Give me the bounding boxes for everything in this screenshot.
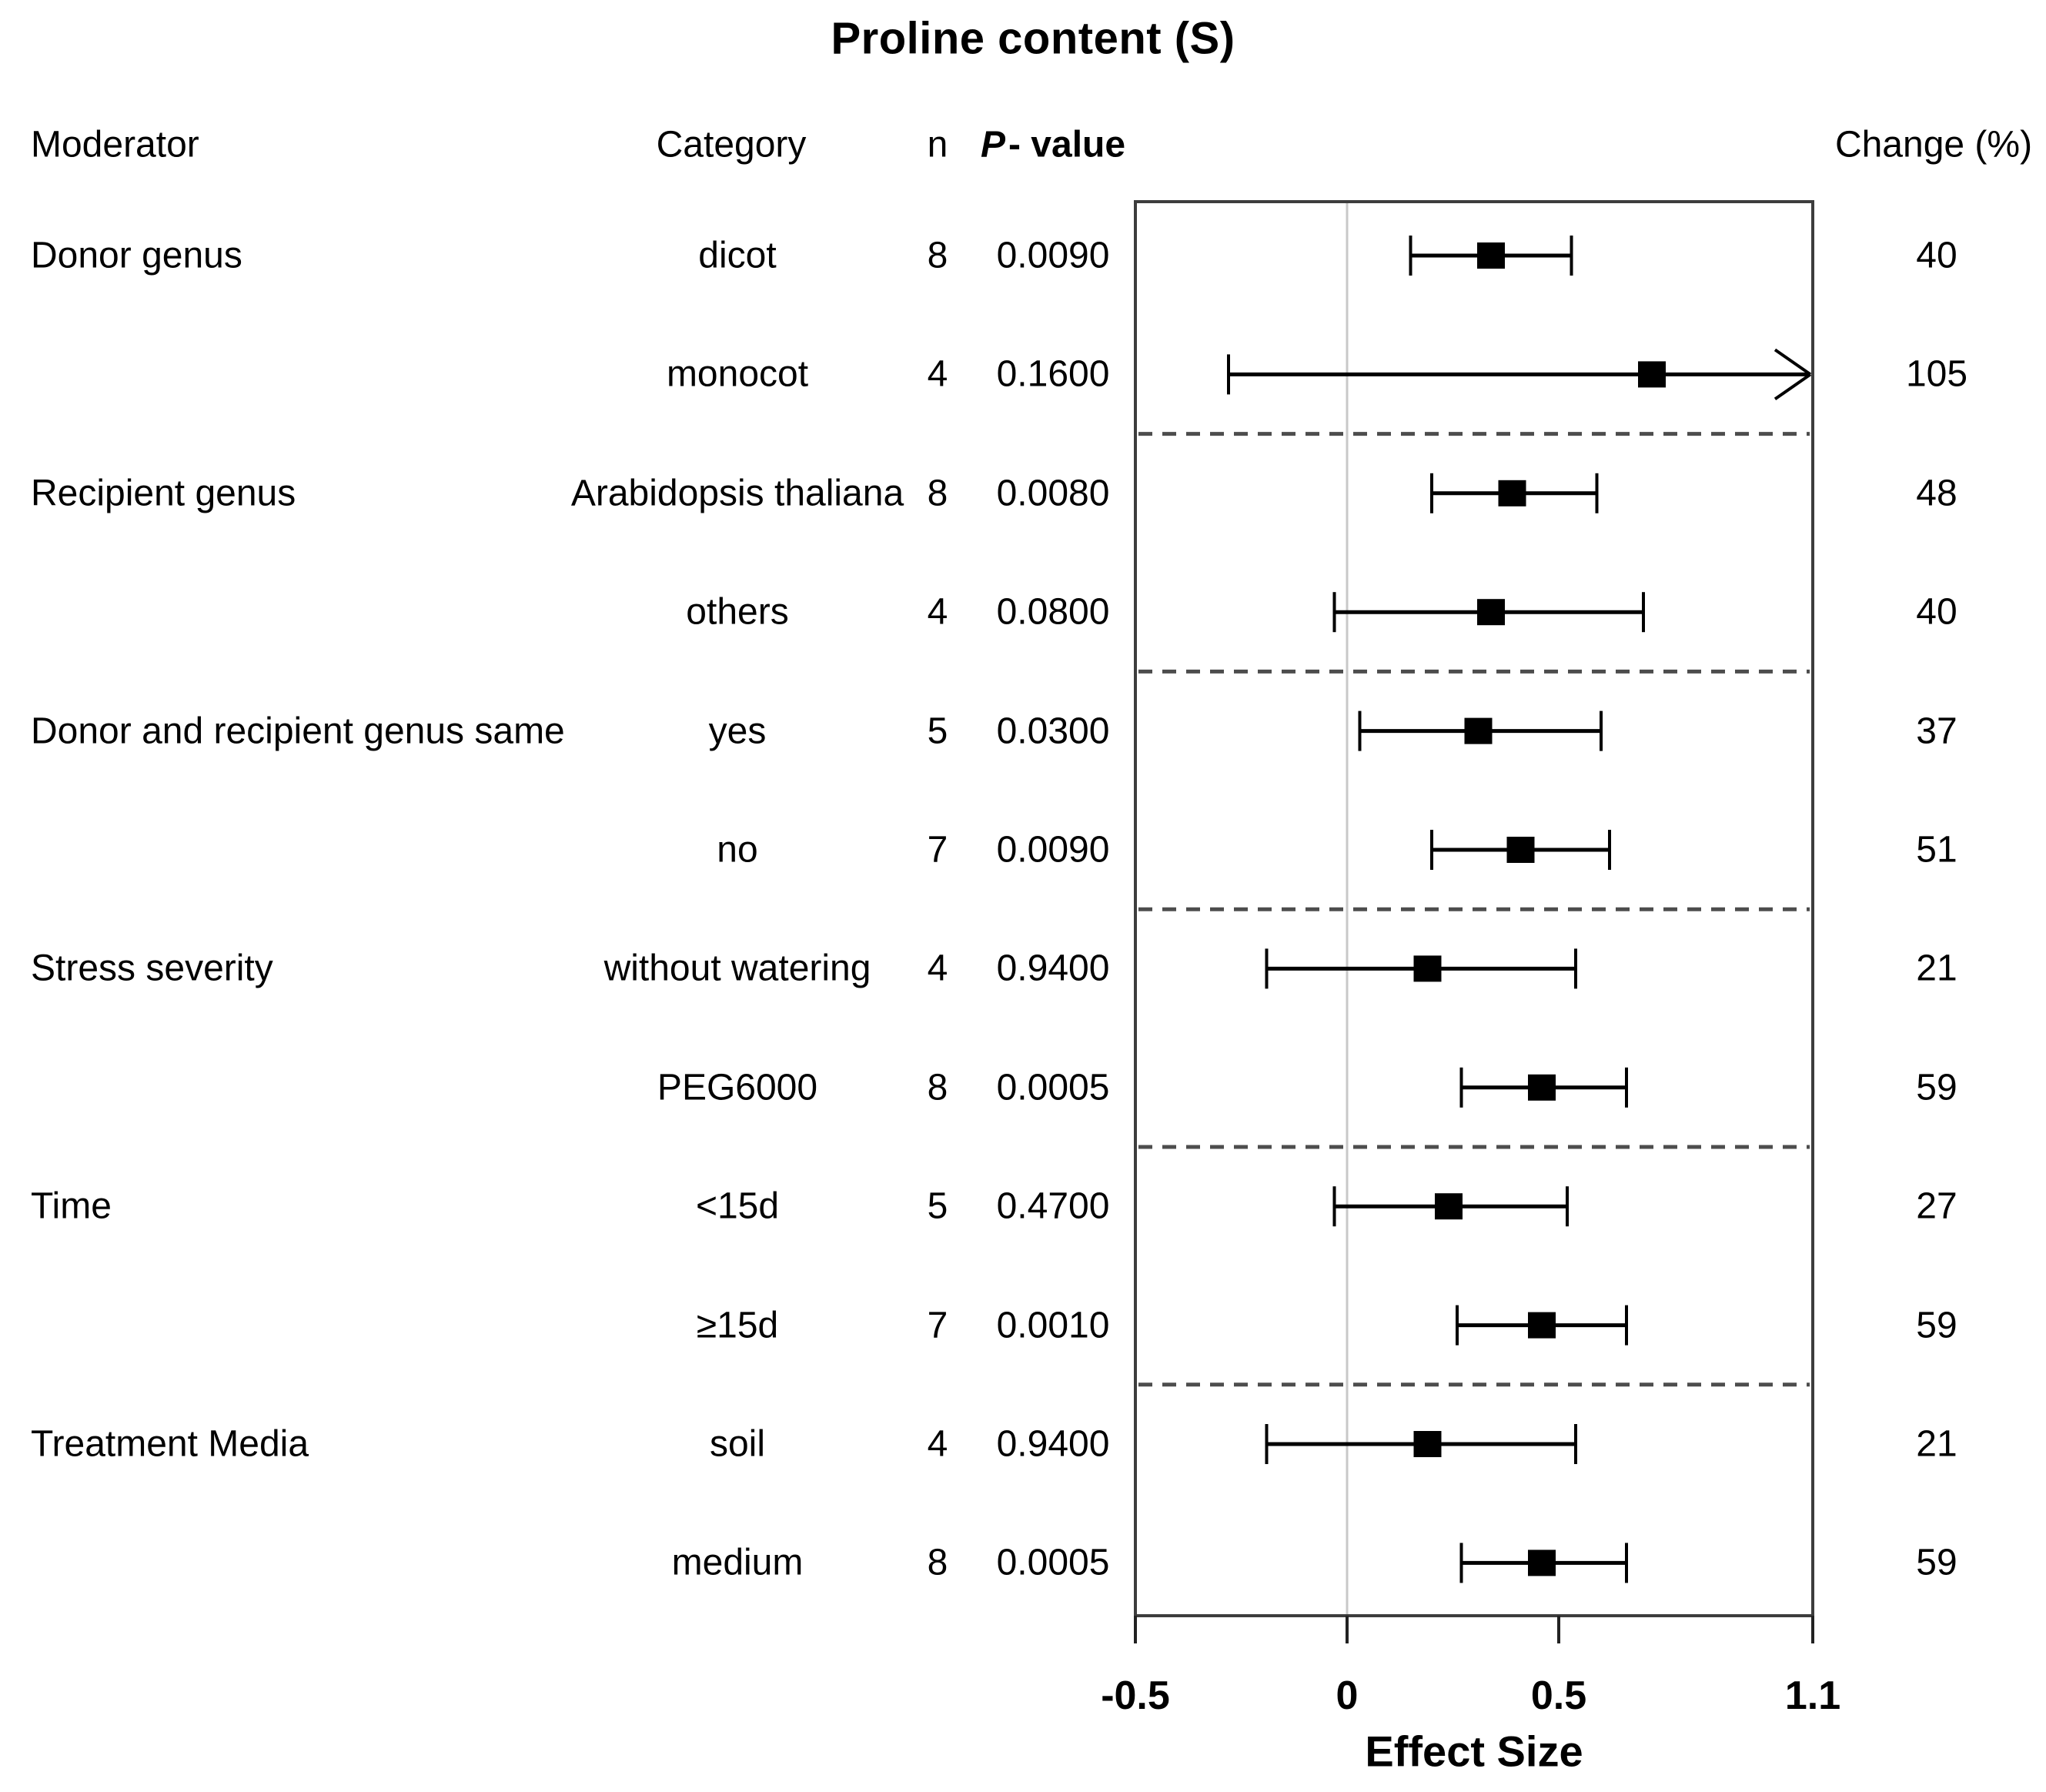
category-label: yes bbox=[708, 710, 767, 752]
change-value: 27 bbox=[1916, 1185, 1957, 1227]
x-tick-label: 0 bbox=[1336, 1673, 1359, 1718]
p-value: 0.9400 bbox=[996, 948, 1110, 989]
x-tick-label: 1.1 bbox=[1784, 1673, 1841, 1718]
change-value: 40 bbox=[1916, 235, 1957, 276]
category-label: <15d bbox=[695, 1185, 780, 1227]
change-value: 37 bbox=[1916, 710, 1957, 752]
column-header-category: Category bbox=[656, 124, 807, 165]
effect-size-marker bbox=[1528, 1312, 1556, 1339]
column-header-change: Change (%) bbox=[1834, 124, 2033, 165]
effect-size-marker bbox=[1477, 599, 1505, 626]
n-value: 7 bbox=[927, 1305, 948, 1346]
n-value: 4 bbox=[927, 353, 948, 395]
effect-size-marker bbox=[1464, 717, 1493, 744]
n-value: 8 bbox=[927, 473, 948, 514]
category-label: without watering bbox=[603, 948, 871, 989]
effect-size-marker bbox=[1528, 1550, 1556, 1576]
category-label: ≥15d bbox=[696, 1305, 779, 1346]
moderator-label: Time bbox=[31, 1185, 112, 1227]
change-value: 21 bbox=[1916, 948, 1957, 989]
p-value: 0.0300 bbox=[996, 710, 1110, 752]
effect-size-marker bbox=[1413, 955, 1442, 982]
p-value: 0.0800 bbox=[996, 591, 1110, 633]
n-value: 4 bbox=[927, 948, 948, 989]
category-label: Arabidopsis thaliana bbox=[570, 473, 904, 514]
change-value: 40 bbox=[1916, 591, 1957, 633]
effect-size-marker bbox=[1477, 242, 1505, 269]
n-value: 8 bbox=[927, 1067, 948, 1108]
p-header-rest-part: - value bbox=[1008, 124, 1126, 165]
n-value: 5 bbox=[927, 710, 948, 752]
change-value: 105 bbox=[1905, 353, 1968, 395]
ci-arrow-right-upper bbox=[1774, 348, 1812, 376]
x-axis-label: Effect Size bbox=[1365, 1727, 1583, 1776]
change-value: 48 bbox=[1916, 473, 1957, 514]
n-value: 8 bbox=[927, 235, 948, 276]
effect-size-marker bbox=[1498, 480, 1526, 507]
category-label: no bbox=[717, 829, 758, 871]
ci-arrow-right-lower bbox=[1774, 373, 1812, 401]
n-value: 4 bbox=[927, 591, 948, 633]
moderator-label: Donor genus bbox=[31, 235, 242, 276]
moderator-label: Stress severity bbox=[31, 948, 273, 989]
category-label: dicot bbox=[698, 235, 777, 276]
p-value: 0.0005 bbox=[996, 1067, 1110, 1108]
effect-size-marker bbox=[1638, 361, 1666, 388]
category-label: soil bbox=[709, 1423, 766, 1465]
n-value: 8 bbox=[927, 1542, 948, 1583]
p-header-italic-part: P bbox=[980, 124, 1005, 165]
change-value: 59 bbox=[1916, 1067, 1957, 1108]
moderator-label: Recipient genus bbox=[31, 473, 296, 514]
effect-size-marker bbox=[1528, 1074, 1556, 1101]
category-label: PEG6000 bbox=[657, 1067, 818, 1108]
x-tick-label: -0.5 bbox=[1101, 1673, 1170, 1718]
change-value: 59 bbox=[1916, 1305, 1957, 1346]
p-value: 0.0080 bbox=[996, 473, 1110, 514]
effect-size-marker bbox=[1506, 837, 1535, 863]
effect-size-marker bbox=[1435, 1193, 1463, 1220]
p-value: 0.0090 bbox=[996, 235, 1110, 276]
n-value: 5 bbox=[927, 1185, 948, 1227]
plot-box-border bbox=[1134, 200, 1814, 1617]
change-value: 59 bbox=[1916, 1542, 1957, 1583]
p-value: 0.4700 bbox=[996, 1185, 1110, 1227]
moderator-label: Treatment Media bbox=[31, 1423, 309, 1465]
p-value: 0.0010 bbox=[996, 1305, 1110, 1346]
moderator-label: Donor and recipient genus same bbox=[31, 710, 565, 752]
category-label: monocot bbox=[666, 353, 809, 395]
column-header-p-value: P- value bbox=[981, 124, 1125, 166]
chart-title: Proline content (S) bbox=[831, 13, 1235, 64]
column-header-moderator: Moderator bbox=[31, 124, 199, 165]
column-header-n: n bbox=[927, 124, 948, 165]
p-value: 0.1600 bbox=[996, 353, 1110, 395]
n-value: 4 bbox=[927, 1423, 948, 1465]
effect-size-marker bbox=[1413, 1431, 1442, 1457]
category-label: others bbox=[686, 591, 789, 633]
n-value: 7 bbox=[927, 829, 948, 871]
p-value: 0.9400 bbox=[996, 1423, 1110, 1465]
p-value: 0.0090 bbox=[996, 829, 1110, 871]
change-value: 51 bbox=[1916, 829, 1957, 871]
category-label: medium bbox=[671, 1542, 804, 1583]
change-value: 21 bbox=[1916, 1423, 1957, 1465]
p-value: 0.0005 bbox=[996, 1542, 1110, 1583]
x-tick-label: 0.5 bbox=[1530, 1673, 1587, 1718]
